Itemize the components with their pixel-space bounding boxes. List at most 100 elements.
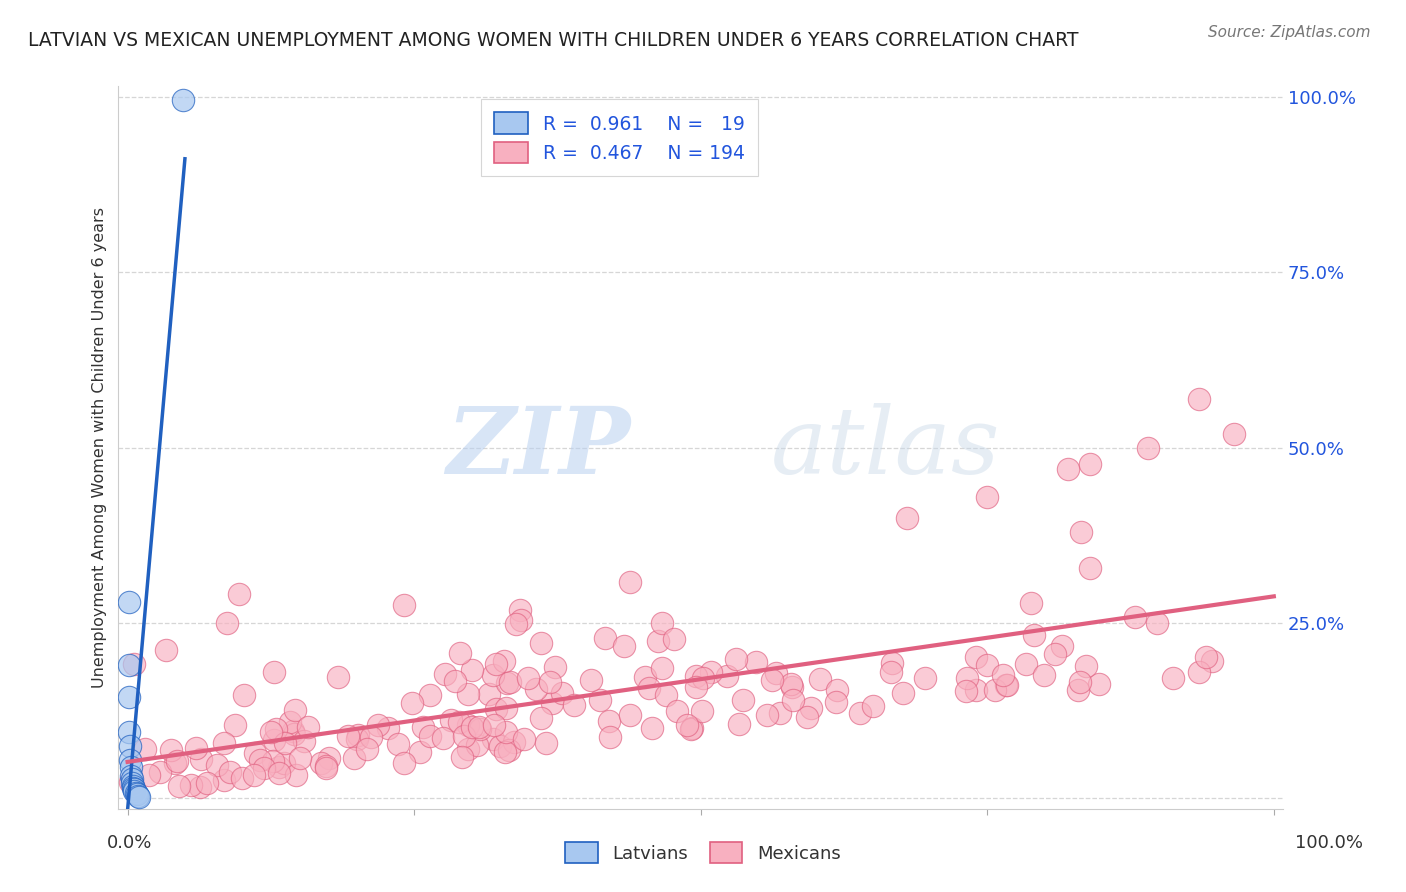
Point — [782, 681, 804, 695]
Point — [1201, 654, 1223, 668]
Point — [530, 636, 553, 650]
Point — [1043, 647, 1066, 661]
Point — [218, 764, 240, 779]
Point — [613, 640, 636, 654]
Point — [120, 760, 142, 774]
Point — [449, 714, 471, 729]
Point — [387, 737, 409, 751]
Point — [562, 698, 585, 712]
Point — [1069, 674, 1091, 689]
Point — [134, 742, 156, 756]
Point — [284, 703, 307, 717]
Point — [285, 768, 308, 782]
Point — [779, 676, 801, 690]
Point — [800, 701, 823, 715]
Point — [118, 739, 141, 753]
Point — [138, 768, 160, 782]
Point — [419, 688, 441, 702]
Point — [283, 723, 305, 738]
Point — [212, 736, 235, 750]
Point — [1050, 639, 1073, 653]
Point — [651, 615, 673, 630]
Point — [263, 665, 285, 679]
Point — [499, 674, 522, 689]
Point — [128, 790, 150, 805]
Text: 100.0%: 100.0% — [1295, 834, 1362, 852]
Point — [457, 741, 479, 756]
Point — [167, 779, 190, 793]
Point — [862, 698, 884, 713]
Point — [346, 728, 368, 742]
Point — [651, 660, 673, 674]
Point — [190, 752, 212, 766]
Point — [724, 652, 747, 666]
Point — [274, 736, 297, 750]
Point — [188, 780, 211, 794]
Point — [215, 615, 238, 630]
Point — [1222, 426, 1244, 441]
Point — [356, 742, 378, 756]
Point — [377, 721, 399, 735]
Point — [434, 666, 457, 681]
Point — [655, 688, 678, 702]
Point — [685, 669, 707, 683]
Point — [269, 766, 291, 780]
Point — [432, 731, 454, 745]
Point — [127, 789, 149, 803]
Point — [524, 682, 547, 697]
Point — [465, 738, 488, 752]
Point — [118, 595, 141, 609]
Point — [439, 713, 461, 727]
Point — [891, 686, 914, 700]
Point — [676, 718, 699, 732]
Point — [478, 687, 501, 701]
Text: ZIP: ZIP — [447, 402, 631, 492]
Point — [461, 720, 484, 734]
Point — [1188, 665, 1211, 680]
Point — [965, 682, 987, 697]
Point — [727, 717, 749, 731]
Point — [343, 751, 366, 765]
Point — [260, 725, 283, 739]
Point — [1146, 616, 1168, 631]
Point — [346, 731, 368, 746]
Point — [498, 743, 520, 757]
Point — [494, 745, 516, 759]
Point — [1078, 457, 1101, 471]
Point — [599, 730, 621, 744]
Point — [634, 670, 657, 684]
Text: LATVIAN VS MEXICAN UNEMPLOYMENT AMONG WOMEN WITH CHILDREN UNDER 6 YEARS CORRELAT: LATVIAN VS MEXICAN UNEMPLOYMENT AMONG WO… — [28, 31, 1078, 50]
Point — [494, 654, 516, 668]
Point — [849, 706, 872, 721]
Point — [288, 750, 311, 764]
Point — [444, 674, 467, 689]
Legend: R =  0.961    N =   19, R =  0.467    N = 194: R = 0.961 N = 19, R = 0.467 N = 194 — [481, 99, 758, 177]
Point — [496, 676, 519, 690]
Point — [503, 735, 526, 749]
Point — [449, 647, 471, 661]
Point — [914, 672, 936, 686]
Point — [242, 768, 264, 782]
Text: Source: ZipAtlas.com: Source: ZipAtlas.com — [1208, 25, 1371, 40]
Point — [484, 657, 506, 671]
Point — [685, 680, 707, 694]
Point — [263, 732, 285, 747]
Point — [124, 784, 146, 798]
Point — [122, 657, 145, 672]
Point — [481, 731, 503, 746]
Point — [1024, 628, 1046, 642]
Point — [121, 772, 143, 786]
Point — [457, 687, 479, 701]
Legend: Latvians, Mexicans: Latvians, Mexicans — [557, 833, 849, 872]
Point — [756, 708, 779, 723]
Point — [510, 613, 533, 627]
Point — [468, 723, 491, 737]
Point — [360, 730, 382, 744]
Point — [1070, 524, 1092, 539]
Point — [541, 696, 564, 710]
Point — [453, 729, 475, 743]
Point — [212, 772, 235, 787]
Point — [401, 696, 423, 710]
Point — [457, 718, 479, 732]
Text: 0.0%: 0.0% — [107, 834, 152, 852]
